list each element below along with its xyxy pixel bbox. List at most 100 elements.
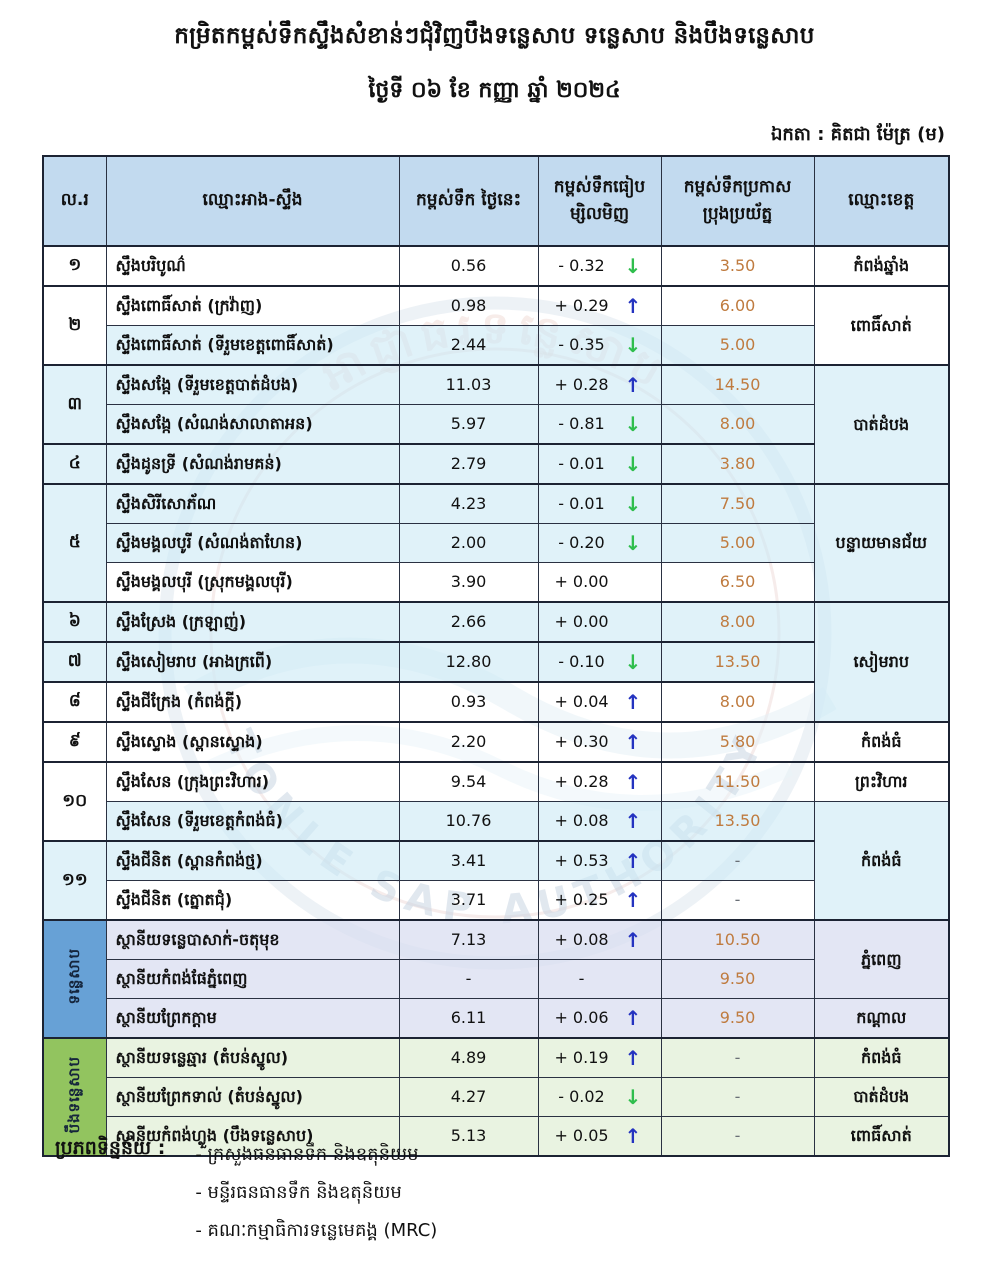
- water-level-today: 3.41: [398, 840, 539, 881]
- province-name: បន្ទាយមានជ័យ: [813, 483, 950, 603]
- province-name: កំពង់ធំ: [813, 801, 950, 921]
- station-name: ស្ថានីយកំពង់ផែភ្នំពេញ: [105, 959, 400, 999]
- warning-level: 7.50: [660, 483, 815, 524]
- water-level-change: - 0.01 ↓: [537, 443, 662, 485]
- water-level-change: + 0.05 ↑: [537, 1116, 662, 1157]
- province-name: ពោធិ៍សាត់: [813, 1116, 950, 1157]
- station-name: ស្ទឹងសែន (ក្រុងព្រះវិហារ): [105, 761, 400, 802]
- change-arrow-icon: ↓: [624, 254, 642, 278]
- table-row: ៦ ស្ទឹងស្រែង (ក្រឡាញ់) 2.66 + 0.00 8.00 …: [42, 601, 950, 723]
- province-name: កំពង់ធំ: [813, 721, 950, 763]
- table-row: ស្ទឹងពោធិ៍សាត់ (ទីរួមខេត្តពោធិ៍សាត់) 2.4…: [43, 325, 949, 366]
- change-arrow-icon: ↓: [624, 333, 642, 357]
- change-arrow-icon: ↑: [624, 1124, 642, 1148]
- station-name: ស្ទឹងជីនិត (ស្ពានកំពង់ថ្ម): [105, 840, 400, 881]
- station-name: ស្ថានីយព្រែកក្តាម: [105, 998, 400, 1039]
- table-row: ស្ទឹងមង្គលបុរី (ស្រុកមង្គលបុរី) 3.90 + 0…: [43, 562, 949, 603]
- col-header-today: កម្ពស់ទឹក ថ្ងៃនេះ: [398, 155, 539, 247]
- water-level-today: 0.93: [398, 681, 539, 723]
- province-name: កំពង់ធំ: [813, 1037, 950, 1078]
- warning-level: 9.50: [660, 959, 815, 999]
- water-level-change: + 0.00: [537, 562, 662, 603]
- water-level-today: 4.27: [398, 1077, 539, 1117]
- warning-level: 3.80: [660, 443, 815, 485]
- table-row: ៥ ស្ទឹងសិរីសោភ័ណ 4.23 - 0.01 ↓ 7.50 បន្ទា…: [42, 483, 950, 603]
- change-arrow-icon: ↓: [624, 650, 642, 674]
- change-arrow-icon: ↑: [624, 373, 642, 397]
- station-name: ស្ទឹងសង្កែ (សំណង់សាលាតាអន): [105, 404, 400, 445]
- water-level-today: 6.11: [398, 998, 539, 1039]
- warning-level: 8.00: [660, 601, 815, 643]
- table-row: ២ ស្ទឹងពោធិ៍សាត់ (ក្រវ៉ាញ) 0.98 + 0.29 ↑ …: [42, 285, 950, 366]
- warning-level: 10.50: [660, 919, 815, 960]
- water-level-today: -: [398, 959, 539, 999]
- water-level-table: ល.រ ឈ្មោះអាង-ស្ទឹង កម្ពស់ទឹក ថ្ងៃនេះ កម្…: [42, 155, 950, 1157]
- station-name: ស្ទឹងដូនទ្រី (សំណង់រាមគន់): [105, 443, 400, 485]
- warning-level: 3.50: [660, 245, 815, 287]
- water-level-today: 11.03: [398, 364, 539, 405]
- table-row: ស្ថានីយព្រែកក្តាម 6.11 + 0.06 ↑ 9.50 កណ្ត…: [43, 998, 950, 1039]
- source-item: - គណៈកម្មាធិការទន្លេមេគង្គ (MRC): [195, 1220, 438, 1241]
- province-name: បាត់ដំបង: [813, 364, 950, 485]
- water-level-today: 5.97: [398, 404, 539, 445]
- row-number: ៥: [42, 483, 107, 603]
- table-row: ៨ ស្ទឹងជីក្រែង (កំពង់ក្តី) 0.93 + 0.04 ↑ …: [42, 681, 949, 723]
- warning-level: 11.50: [660, 761, 815, 802]
- table-row: ស្ថានីយកំពង់ផែភ្នំពេញ - - 9.50: [43, 959, 949, 999]
- source-item: - ក្រសួងធនធានទឹក និងឧតុនិយម: [195, 1144, 419, 1165]
- water-level-today: 4.89: [398, 1037, 539, 1078]
- water-level-change: + 0.28 ↑: [537, 761, 662, 802]
- station-name: ស្ទឹងសិរីសោភ័ណ: [105, 483, 400, 524]
- water-level-change: - 0.35 ↓: [537, 325, 662, 366]
- water-level-change: + 0.19 ↑: [537, 1037, 662, 1078]
- table-row: ១០ ស្ទឹងសែន (ក្រុងព្រះវិហារ) 9.54 + 0.28…: [42, 761, 950, 842]
- report-date: ថ្ងៃទី ០៦ ខែ កញ្ញា ឆ្នាំ ២០២៤: [368, 78, 621, 103]
- water-level-today: 5.13: [398, 1116, 539, 1157]
- row-number: ៦: [42, 601, 107, 643]
- table-row: ស្ទឹងសែន (ទីរួមខេត្តកំពង់ធំ) 10.76 + 0.0…: [43, 801, 950, 921]
- table-row: ៩ ស្ទឹងស្ទោង (ស្ពានស្ទោង) 2.20 + 0.30 ↑ 5…: [42, 721, 950, 763]
- water-level-change: + 0.30 ↑: [537, 721, 662, 763]
- province-name: សៀមរាប: [813, 601, 950, 723]
- warning-level: -: [660, 1116, 815, 1157]
- water-level-change: + 0.25 ↑: [537, 880, 662, 921]
- water-level-today: 2.20: [398, 721, 539, 763]
- change-arrow-icon: ↓: [624, 452, 642, 476]
- province-name: កំពង់ឆ្នាំង: [813, 245, 950, 287]
- station-name: ស្ថានីយកំពង់ហ្លួង (បឹងទន្លេសាប): [105, 1116, 400, 1157]
- water-level-change: - 0.20 ↓: [537, 523, 662, 563]
- row-number: ៤: [42, 443, 107, 485]
- page-title: កម្រិតកម្ពស់ទឹកស្ទឹងសំខាន់ៗជុំវិញបឹងទន្ល…: [174, 23, 815, 49]
- warning-level: 5.00: [660, 325, 815, 366]
- change-arrow-icon: ↑: [624, 1046, 642, 1070]
- province-name: ភ្នំពេញ: [813, 919, 950, 999]
- change-arrow-icon: ↓: [624, 531, 642, 555]
- change-arrow-icon: ↑: [624, 730, 642, 754]
- sources-label: ប្រភពទិន្នន័យ :: [55, 1137, 166, 1159]
- water-level-change: + 0.04 ↑: [537, 681, 662, 723]
- water-level-change: + 0.53 ↑: [537, 840, 662, 881]
- table-row: ៧ ស្ទឹងសៀមរាប (អាងក្រពើ) 12.80 - 0.10 ↓ 1…: [42, 641, 949, 683]
- change-arrow-icon: ↑: [624, 809, 642, 833]
- row-number: ១: [42, 245, 107, 287]
- province-name: កណ្តាល: [813, 998, 950, 1039]
- col-header-warning: កម្ពស់ទឹកប្រកាស ប្រុងប្រយ័ត្ន: [660, 155, 815, 247]
- row-number: ២: [42, 285, 107, 366]
- group-label-boeung-tonle-sap: បឹងទន្លេសាប: [42, 1037, 107, 1157]
- station-name: ស្ទឹងពោធិ៍សាត់ (ក្រវ៉ាញ): [105, 285, 400, 326]
- station-name: ស្ទឹងមង្គលបុរី (ស្រុកមង្គលបុរី): [105, 562, 400, 603]
- station-name: ស្ទឹងជីក្រែង (កំពង់ក្តី): [105, 681, 400, 723]
- table-row: ស្ថានីយកំពង់ហ្លួង (បឹងទន្លេសាប) 5.13 + 0…: [43, 1116, 950, 1157]
- row-number: ៧: [42, 641, 107, 683]
- water-level-change: -: [537, 959, 662, 999]
- station-name: ស្ទឹងសែន (ទីរួមខេត្តកំពង់ធំ): [105, 801, 400, 842]
- water-level-today: 0.56: [398, 245, 539, 287]
- water-level-today: 7.13: [398, 919, 539, 960]
- station-name: ស្ថានីយទន្លេបាសាក់-ចតុមុខ: [105, 919, 400, 960]
- water-level-change: + 0.08 ↑: [537, 801, 662, 842]
- station-name: ស្ទឹងសៀមរាប (អាងក្រពើ): [105, 641, 400, 683]
- water-level-today: 2.79: [398, 443, 539, 485]
- change-arrow-icon: ↑: [624, 294, 642, 318]
- table-row: ៣ ស្ទឹងសង្កែ (ទីរួមខេត្តបាត់ដំបង) 11.03 …: [42, 364, 950, 485]
- water-level-today: 3.90: [398, 562, 539, 603]
